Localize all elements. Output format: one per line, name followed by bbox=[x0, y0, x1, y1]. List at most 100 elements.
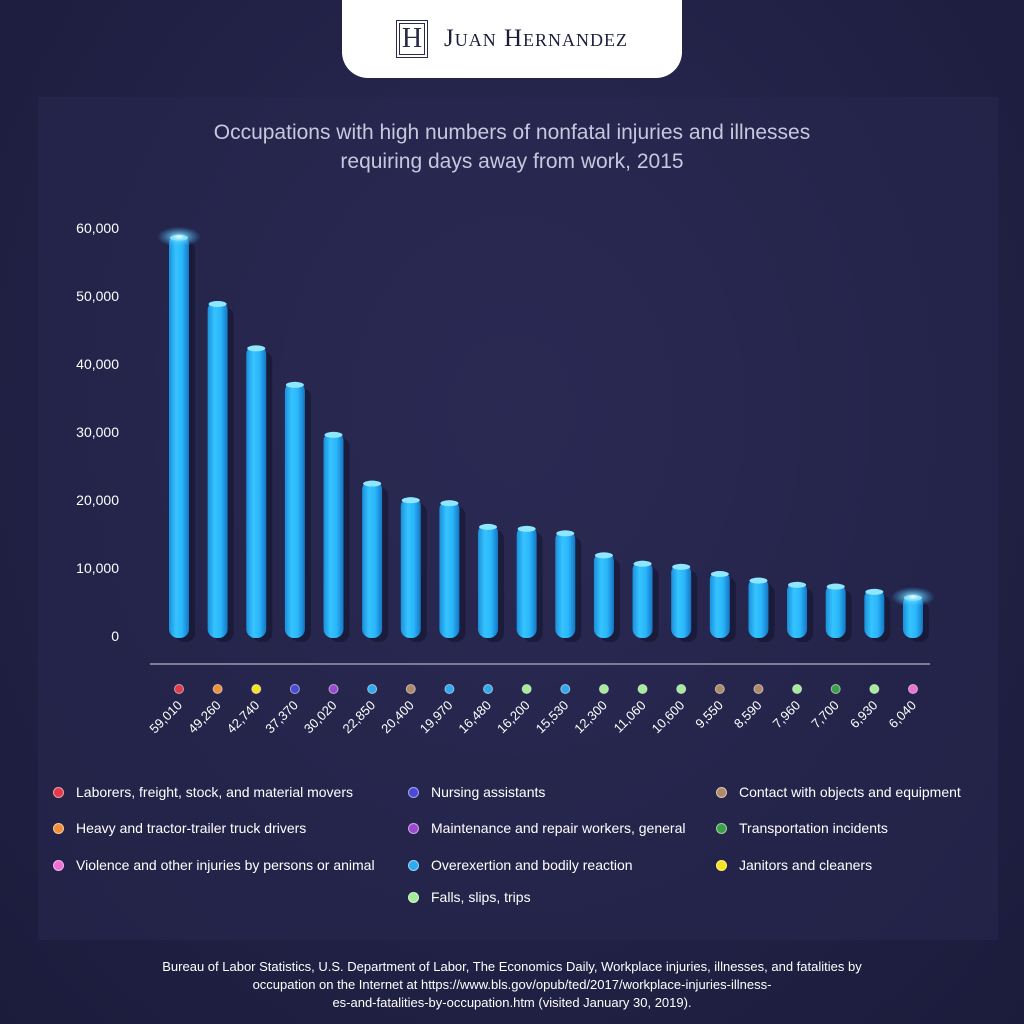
bar-cap bbox=[672, 563, 691, 570]
bar-cap bbox=[285, 381, 304, 388]
bar bbox=[362, 480, 389, 642]
bar-body bbox=[478, 523, 499, 638]
legend-dot bbox=[53, 859, 64, 871]
chart-title-line-1: Occupations with high numbers of nonfata… bbox=[213, 121, 811, 144]
bar-category-dot bbox=[212, 684, 223, 694]
legend-dot bbox=[716, 859, 727, 871]
bar-body bbox=[439, 500, 460, 638]
bar-value-label: 12,300 bbox=[571, 698, 610, 737]
bar bbox=[323, 431, 350, 642]
bar-category-dot bbox=[367, 684, 378, 694]
bar-glow bbox=[157, 226, 201, 247]
bar bbox=[284, 381, 311, 642]
bar-cap bbox=[440, 500, 459, 507]
bar bbox=[864, 588, 891, 642]
bar-category-dot bbox=[521, 684, 532, 694]
bar-category-dot bbox=[289, 684, 300, 694]
y-tick-label: 10,000 bbox=[76, 560, 119, 576]
bar bbox=[157, 226, 201, 642]
legend-label: Violence and other injuries by persons o… bbox=[76, 857, 375, 873]
legend-item: Maintenance and repair workers, general bbox=[408, 820, 685, 836]
bar-body bbox=[864, 588, 885, 638]
bar-value-label: 16,200 bbox=[494, 698, 533, 737]
legend-item: Laborers, freight, stock, and material m… bbox=[53, 784, 353, 800]
bar-value-label: 49,260 bbox=[185, 698, 224, 737]
legend-label: Laborers, freight, stock, and material m… bbox=[76, 784, 354, 800]
legend-label: Nursing assistants bbox=[431, 784, 546, 800]
bar-category-dot bbox=[676, 684, 687, 694]
bar-body bbox=[748, 577, 769, 638]
bar-category-dot bbox=[251, 684, 262, 694]
bar-value-label: 20,400 bbox=[378, 698, 417, 737]
y-tick-label: 50,000 bbox=[76, 288, 119, 304]
bar-cap bbox=[788, 581, 807, 588]
bar-body bbox=[555, 530, 576, 638]
bar-body bbox=[246, 345, 267, 638]
legend-dot bbox=[716, 822, 727, 834]
bar-body bbox=[593, 552, 614, 638]
bar bbox=[632, 560, 659, 642]
brand-header: H Juan Hernandez bbox=[342, 0, 682, 78]
bar bbox=[478, 523, 505, 642]
bar bbox=[400, 497, 427, 642]
bar-cap bbox=[826, 583, 845, 590]
bar-category-dot bbox=[714, 684, 725, 694]
bar-value-label: 30,020 bbox=[301, 698, 340, 737]
bar-value-label: 7,700 bbox=[808, 698, 842, 732]
bar-category-dot bbox=[328, 684, 339, 694]
bar-cap bbox=[865, 588, 884, 595]
bar-cap bbox=[594, 552, 613, 559]
bar-value-label: 7,960 bbox=[770, 698, 804, 732]
bar-cap bbox=[247, 345, 266, 352]
source-line-3: es-and-fatalities-by-occupation.htm (vis… bbox=[332, 995, 692, 1010]
bar-body bbox=[323, 431, 344, 638]
bar-value-label: 10,600 bbox=[649, 698, 688, 737]
bar-cap bbox=[479, 523, 498, 530]
legend-label: Overexertion and bodily reaction bbox=[431, 857, 633, 873]
bar-body bbox=[787, 581, 808, 638]
bar bbox=[207, 301, 234, 642]
legend-label: Transportation incidents bbox=[739, 820, 888, 836]
bar-cap bbox=[517, 525, 536, 532]
legend-label: Heavy and tractor-trailer truck drivers bbox=[76, 820, 307, 836]
bar-value-label: 8,590 bbox=[731, 698, 765, 732]
brand-logo-icon: H bbox=[395, 20, 428, 58]
bar-category-dot bbox=[907, 684, 918, 694]
bar-value-label: 15,530 bbox=[533, 698, 572, 737]
y-tick-label: 60,000 bbox=[76, 220, 119, 236]
bar-category-dot bbox=[753, 684, 764, 694]
bar bbox=[671, 563, 698, 642]
source-line-1: Bureau of Labor Statistics, U.S. Departm… bbox=[162, 959, 862, 974]
bar-cap bbox=[401, 497, 420, 504]
bar-cap bbox=[749, 577, 768, 584]
y-tick-label: 30,000 bbox=[76, 424, 119, 440]
legend-label: Falls, slips, trips bbox=[431, 889, 531, 905]
source-line-2: occupation on the Internet at https://ww… bbox=[252, 977, 772, 992]
legend-item: Contact with objects and equipment bbox=[716, 784, 961, 800]
bar bbox=[787, 581, 814, 642]
bar bbox=[516, 525, 543, 642]
legend-dot bbox=[408, 859, 419, 871]
legend-label: Contact with objects and equipment bbox=[739, 784, 961, 800]
bar bbox=[555, 530, 582, 642]
bar-body bbox=[284, 381, 305, 638]
legend-dot bbox=[53, 822, 64, 834]
bar bbox=[246, 345, 273, 642]
chart-title: Occupations with high numbers of nonfata… bbox=[0, 118, 1024, 176]
bar-body bbox=[709, 571, 730, 638]
legend-item: Heavy and tractor-trailer truck drivers bbox=[53, 820, 306, 836]
bar-value-label: 19,970 bbox=[417, 698, 456, 737]
bar-glow bbox=[890, 586, 935, 607]
bar-cap bbox=[324, 431, 343, 438]
chart-title-line-2: requiring days away from work, 2015 bbox=[340, 150, 684, 173]
bar-value-label: 42,740 bbox=[224, 698, 263, 737]
legend-dot bbox=[716, 786, 727, 798]
legend-dot bbox=[408, 891, 419, 903]
bar-value-label: 16,480 bbox=[455, 698, 494, 737]
brand-name: Juan Hernandez bbox=[443, 25, 629, 52]
y-tick-label: 20,000 bbox=[76, 492, 119, 508]
legend-label: Janitors and cleaners bbox=[739, 857, 873, 873]
bar bbox=[593, 552, 620, 642]
bar-body bbox=[169, 234, 189, 638]
